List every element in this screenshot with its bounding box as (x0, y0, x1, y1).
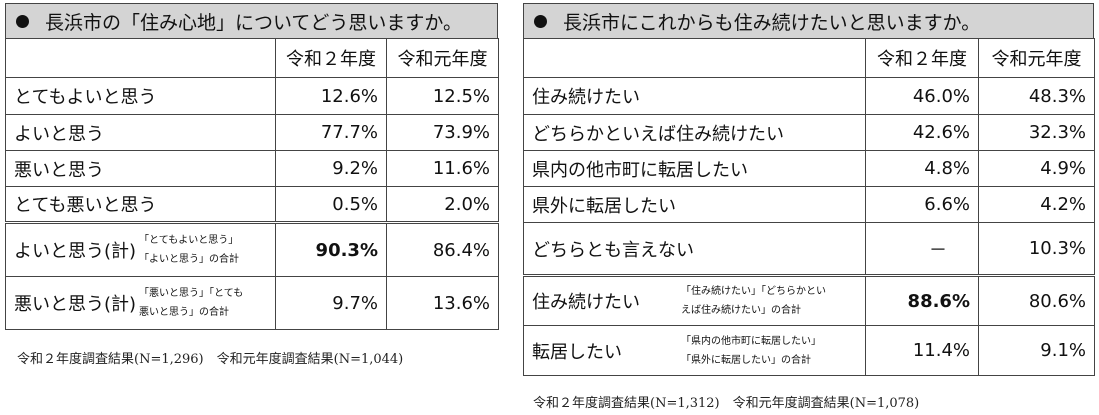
total-row: 悪いと思う(計) 「悪いと思う」「とても 悪いと思う」の合計 9.7% 13.6… (5, 276, 499, 330)
total-note-line2: 「よいと思う」の合計 (139, 254, 239, 265)
panel-title: 長浜市にこれからも住み続けたいと思いますか。 (563, 11, 981, 34)
value-r1: 2.0% (386, 186, 499, 223)
header-empty-cell (523, 38, 866, 78)
total-label: 悪いと思う(計) (14, 294, 137, 315)
table-row: 県内の他市町に転居したい 4.8% 4.9% (523, 150, 1095, 187)
total-note-line2: 悪いと思う」の合計 (139, 307, 229, 318)
total-label-cell: 転居したい 「県内の他市町に転居したい」 「県外に転居したい」の合計 (523, 325, 866, 376)
value-r2: 46.0% (865, 77, 979, 115)
bullet-icon (16, 14, 29, 28)
value-r2: 11.4% (865, 325, 979, 376)
panel-title: 長浜市の「住み心地」についてどう思いますか。 (45, 11, 463, 34)
row-label: 県内の他市町に転居したい (523, 150, 866, 187)
value-r1: 80.6% (978, 274, 1095, 326)
total-label-cell: よいと思う(計) 「とてもよいと思う」 「よいと思う」の合計 (5, 221, 276, 277)
total-note: 「県内の他市町に転居したい」 「県外に転居したい」の合計 (681, 332, 857, 370)
bullet-icon (534, 14, 547, 28)
total-label: 住み続けたい (532, 292, 640, 313)
table-row: どちらとも言えない － 10.3% (523, 222, 1095, 276)
total-note: 「悪いと思う」「とても 悪いと思う」の合計 (139, 284, 267, 322)
value-r1: 73.9% (386, 114, 499, 151)
table-row: 県外に転居したい 6.6% 4.2% (523, 186, 1095, 223)
value-r2: 9.2% (275, 150, 387, 187)
total-note-line2: えば住み続けたい」の合計 (681, 305, 801, 316)
survey-footnote-left: 令和２年度調査結果(N=1,296) 令和元年度調査結果(N=1,044) (17, 352, 404, 367)
total-note-line1: 「県内の他市町に転居したい」 (681, 335, 821, 347)
table-row: どちらかといえば住み続けたい 42.6% 32.3% (523, 114, 1095, 151)
value-r1: 86.4% (386, 221, 499, 277)
panel-title-bar: 長浜市にこれからも住み続けたいと思いますか。 (523, 3, 1094, 38)
residence-comfort-panel: 長浜市の「住み心地」についてどう思いますか。 令和２年度 令和元年度 とてもよい… (5, 3, 499, 330)
value-r1: 10.3% (978, 222, 1095, 276)
col-header-r2: 令和２年度 (865, 38, 979, 78)
header-empty-cell (5, 38, 276, 78)
total-row: 住み続けたい 「住み続けたい」「どちらかとい えば住み続けたい」の合計 88.6… (523, 274, 1095, 326)
value-r1: 9.1% (978, 325, 1095, 376)
table-row: 悪いと思う 9.2% 11.6% (5, 150, 499, 187)
table-row: とてもよいと思う 12.6% 12.5% (5, 77, 499, 115)
value-r2: 6.6% (865, 186, 979, 223)
value-r1: 11.6% (386, 150, 499, 187)
row-label: 県外に転居したい (523, 186, 866, 223)
total-label: よいと思う(計) (14, 241, 137, 262)
row-label: 悪いと思う (5, 150, 276, 187)
total-label-cell: 住み続けたい 「住み続けたい」「どちらかとい えば住み続けたい」の合計 (523, 274, 866, 326)
row-label: どちらかといえば住み続けたい (523, 114, 866, 151)
value-r1: 4.2% (978, 186, 1095, 223)
continue-living-table: 令和２年度 令和元年度 住み続けたい 46.0% 48.3% どちらかといえば住… (523, 38, 1095, 376)
value-r2: 88.6% (865, 274, 979, 326)
col-header-r1: 令和元年度 (386, 38, 499, 78)
row-label: どちらとも言えない (523, 222, 866, 276)
comfort-table: 令和２年度 令和元年度 とてもよいと思う 12.6% 12.5% よいと思う 7… (5, 38, 499, 330)
value-r2: 90.3% (275, 221, 387, 277)
total-label: 転居したい (532, 341, 622, 363)
header-row: 令和２年度 令和元年度 (523, 38, 1095, 78)
value-r2: 9.7% (275, 276, 387, 330)
continue-living-panel: 長浜市にこれからも住み続けたいと思いますか。 令和２年度 令和元年度 住み続けた… (523, 3, 1095, 376)
total-label-cell: 悪いと思う(計) 「悪いと思う」「とても 悪いと思う」の合計 (5, 276, 276, 330)
row-label: 住み続けたい (523, 77, 866, 115)
value-r2: 77.7% (275, 114, 387, 151)
total-note: 「住み続けたい」「どちらかとい えば住み続けたい」の合計 (681, 282, 857, 320)
value-r1: 32.3% (978, 114, 1095, 151)
value-r1: 48.3% (978, 77, 1095, 115)
value-r2: 42.6% (865, 114, 979, 151)
row-label: よいと思う (5, 114, 276, 151)
total-note: 「とてもよいと思う」 「よいと思う」の合計 (139, 231, 267, 269)
total-note-line1: 「悪いと思う」「とても (139, 288, 244, 299)
value-r1: 4.9% (978, 150, 1095, 187)
total-note-line1: 「とてもよいと思う」 (139, 235, 239, 246)
value-r2: 12.6% (275, 77, 387, 115)
col-header-r1: 令和元年度 (978, 38, 1095, 78)
table-row: よいと思う 77.7% 73.9% (5, 114, 499, 151)
table-row: 住み続けたい 46.0% 48.3% (523, 77, 1095, 115)
row-label: とてもよいと思う (5, 77, 276, 115)
value-r1: 12.5% (386, 77, 499, 115)
value-r2: 4.8% (865, 150, 979, 187)
value-r1: 13.6% (386, 276, 499, 330)
col-header-r2: 令和２年度 (275, 38, 387, 78)
header-row: 令和２年度 令和元年度 (5, 38, 499, 78)
total-row: 転居したい 「県内の他市町に転居したい」 「県外に転居したい」の合計 11.4%… (523, 325, 1095, 376)
total-note-line1: 「住み続けたい」「どちらかとい (681, 286, 826, 297)
total-note-line2: 「県外に転居したい」の合計 (681, 354, 811, 366)
table-row: とても悪いと思う 0.5% 2.0% (5, 186, 499, 223)
total-row: よいと思う(計) 「とてもよいと思う」 「よいと思う」の合計 90.3% 86.… (5, 221, 499, 277)
value-r2: － (865, 222, 979, 276)
row-label: とても悪いと思う (5, 186, 276, 223)
panel-title-bar: 長浜市の「住み心地」についてどう思いますか。 (5, 3, 498, 38)
value-r2: 0.5% (275, 186, 387, 223)
survey-footnote-right: 令和２年度調査結果(N=1,312) 令和元年度調査結果(N=1,078) (533, 396, 920, 411)
